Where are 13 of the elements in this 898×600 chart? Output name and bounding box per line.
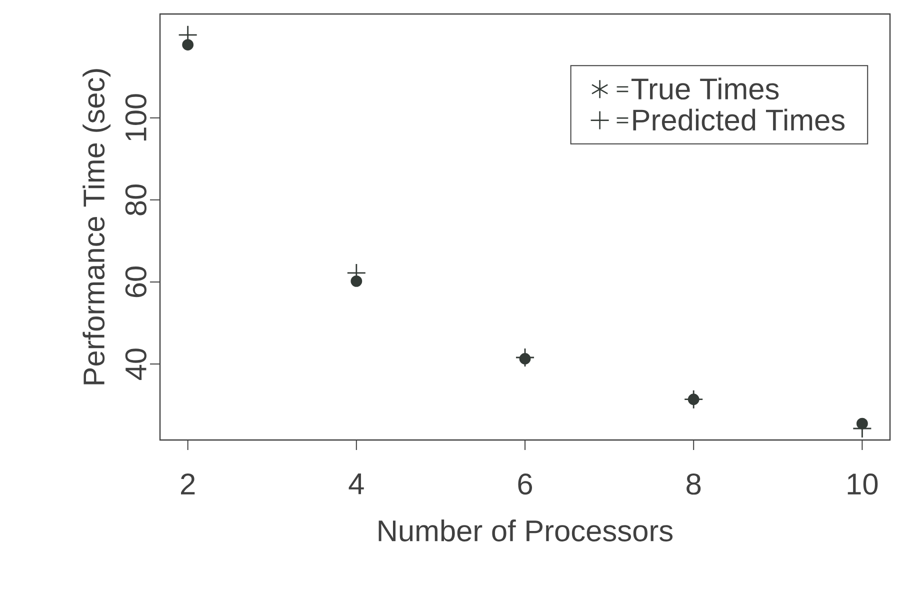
y-tick-label: 60 xyxy=(125,266,146,298)
legend-label: True Times xyxy=(631,78,779,100)
y-tick-label: 80 xyxy=(125,184,146,216)
x-tick-label: 6 xyxy=(518,474,532,495)
x-tick-label: 4 xyxy=(348,474,364,494)
x-tick-label: 2 xyxy=(181,474,195,494)
legend-label: Predicted Times xyxy=(633,108,845,131)
x-tick-label: 8 xyxy=(686,474,701,495)
x-axis-title: Number of Processors xyxy=(378,520,673,542)
y-tick-label: 100 xyxy=(125,94,146,140)
y-axis-title: Performance Time (sec) xyxy=(82,69,110,384)
x-tick-label: 10 xyxy=(848,474,878,495)
y-tick-label: 40 xyxy=(125,348,146,380)
